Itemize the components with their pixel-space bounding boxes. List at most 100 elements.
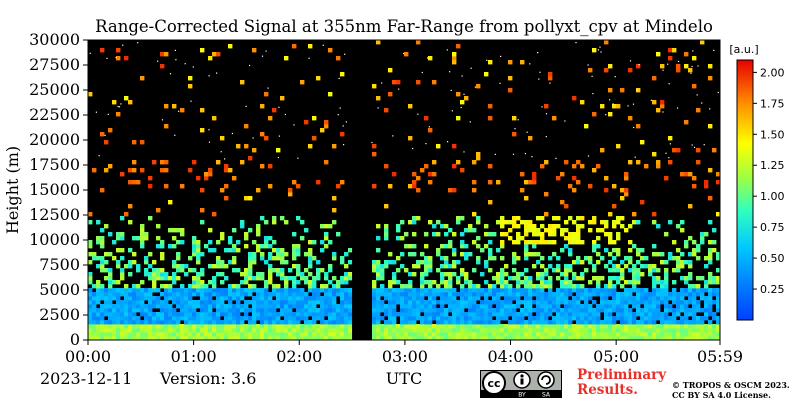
heatmap-cell: [500, 240, 505, 245]
heatmap-cell: [632, 264, 637, 269]
heatmap-cell: [216, 52, 221, 57]
heatmap-cell: [212, 292, 217, 297]
heatmap-cell: [672, 336, 677, 341]
heatmap-cell: [560, 296, 565, 301]
heatmap-cell: [228, 308, 233, 313]
noise-dot: [224, 158, 226, 160]
heatmap-cell: [676, 292, 681, 297]
heatmap-cell: [656, 224, 661, 229]
heatmap-cell: [428, 336, 433, 341]
heatmap-cell: [440, 288, 445, 293]
heatmap-cell: [512, 288, 517, 293]
heatmap-cell: [148, 176, 153, 181]
heatmap-cell: [312, 284, 317, 289]
heatmap-cell: [708, 272, 713, 277]
heatmap-cell: [592, 288, 597, 293]
heatmap-cell: [304, 320, 309, 325]
heatmap-cell: [224, 324, 229, 329]
heatmap-cell: [520, 188, 525, 193]
heatmap-cell: [292, 328, 297, 333]
heatmap-cell: [572, 296, 577, 301]
heatmap-cell: [120, 276, 125, 281]
heatmap-cell: [476, 332, 481, 337]
heatmap-cell: [556, 312, 561, 317]
heatmap-cell: [376, 236, 381, 241]
heatmap-cell: [212, 288, 217, 293]
x-axis: 00:00 01:00 02:00 03:00 04:00 05:00 05:59: [65, 340, 743, 366]
heatmap-cell: [564, 268, 569, 273]
heatmap-cell: [500, 328, 505, 333]
heatmap-cell: [224, 184, 229, 189]
heatmap-cell: [512, 312, 517, 317]
heatmap-cell: [636, 64, 641, 69]
heatmap-cell: [168, 332, 173, 337]
heatmap-cell: [228, 260, 233, 265]
heatmap-cell: [632, 280, 637, 285]
heatmap-cell: [432, 300, 437, 305]
heatmap-cell: [628, 328, 633, 333]
heatmap-cell: [528, 276, 533, 281]
heatmap-cell: [216, 320, 221, 325]
heatmap-cell: [428, 220, 433, 225]
heatmap-cell: [488, 324, 493, 329]
heatmap-cell: [584, 288, 589, 293]
heatmap-cell: [516, 328, 521, 333]
heatmap-cell: [580, 260, 585, 265]
heatmap-cell: [608, 332, 613, 337]
heatmap-cell: [228, 300, 233, 305]
heatmap-cell: [260, 216, 265, 221]
noise-dot: [531, 156, 533, 158]
heatmap-cell: [428, 256, 433, 261]
heatmap-cell: [500, 280, 505, 285]
heatmap-cell: [416, 316, 421, 321]
heatmap-cell: [420, 328, 425, 333]
heatmap-cell: [200, 320, 205, 325]
heatmap-cell: [516, 272, 521, 277]
heatmap-cell: [444, 312, 449, 317]
heatmap-cell: [396, 288, 401, 293]
heatmap-cell: [528, 316, 533, 321]
heatmap-cell: [168, 228, 173, 233]
heatmap-cell: [476, 320, 481, 325]
heatmap-cell: [552, 292, 557, 297]
heatmap-cell: [120, 328, 125, 333]
heatmap-cell: [552, 224, 557, 229]
heatmap-cell: [612, 256, 617, 261]
heatmap-cell: [276, 256, 281, 261]
heatmap-cell: [700, 316, 705, 321]
heatmap-cell: [156, 300, 161, 305]
heatmap-cell: [112, 288, 117, 293]
heatmap-cell: [372, 268, 377, 273]
heatmap-cell: [336, 284, 341, 289]
heatmap-cell: [564, 220, 569, 225]
heatmap-cell: [176, 332, 181, 337]
heatmap-cell: [148, 304, 153, 309]
heatmap-cell: [520, 172, 525, 177]
noise-dot: [398, 88, 400, 90]
heatmap-cell: [148, 272, 153, 277]
heatmap-cell: [616, 276, 621, 281]
heatmap-cell: [148, 336, 153, 341]
heatmap-cell: [244, 144, 249, 149]
heatmap-cell: [668, 328, 673, 333]
heatmap-cell: [664, 176, 669, 181]
heatmap-cell: [152, 324, 157, 329]
heatmap-cell: [264, 236, 269, 241]
heatmap-cell: [608, 308, 613, 313]
heatmap-cell: [636, 300, 641, 305]
heatmap-cell: [404, 296, 409, 301]
heatmap-cell: [160, 160, 165, 165]
heatmap-cell: [324, 320, 329, 325]
heatmap-cell: [588, 220, 593, 225]
heatmap-cell: [292, 324, 297, 329]
heatmap-cell: [716, 296, 721, 301]
heatmap-cell: [232, 304, 237, 309]
heatmap-cell: [700, 328, 705, 333]
heatmap-cell: [264, 312, 269, 317]
heatmap-cell: [116, 248, 121, 253]
heatmap-cell: [532, 172, 537, 177]
heatmap-cell: [440, 332, 445, 337]
heatmap-cell: [524, 256, 529, 261]
heatmap-cell: [648, 332, 653, 337]
heatmap-cell: [216, 308, 221, 313]
